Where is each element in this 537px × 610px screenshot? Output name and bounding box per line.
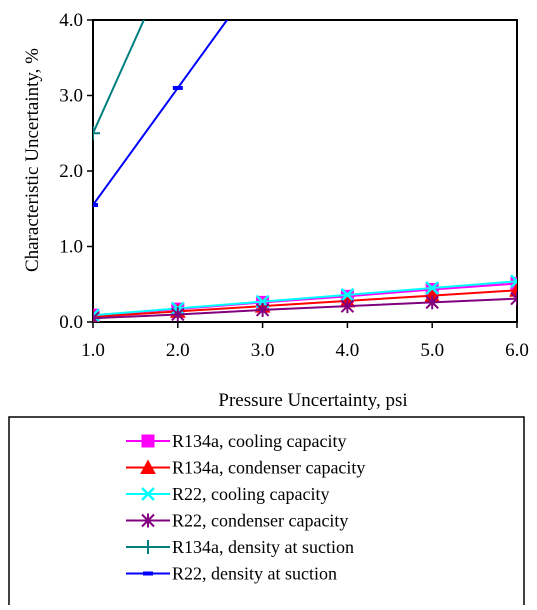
- legend-marker: [141, 540, 155, 554]
- data-point: [340, 287, 355, 302]
- legend-marker: [141, 487, 155, 501]
- legend: R134a, cooling capacity R134a, condenser …: [8, 416, 525, 608]
- y-tick-label: 3.0: [59, 86, 83, 107]
- data-point: [172, 85, 183, 90]
- legend-label: R134a, density at suction: [172, 537, 354, 557]
- legend-marker: [140, 459, 156, 474]
- y-tick-label: 0.0: [59, 312, 83, 333]
- x-tick-label: 2.0: [166, 340, 190, 361]
- x-tick-label: 6.0: [505, 340, 529, 361]
- data-point: [93, 126, 100, 141]
- plot-area-frame: [92, 19, 518, 323]
- y-tick-label: 1.0: [59, 237, 83, 258]
- legend-item: R22, condenser capacity: [126, 511, 348, 531]
- x-axis-title: Pressure Uncertainty, psi: [218, 390, 407, 411]
- legend-label: R22, cooling capacity: [172, 484, 329, 504]
- legend-marker: [141, 434, 155, 448]
- series-line-6: [93, 20, 229, 206]
- data-point: [510, 291, 517, 306]
- legend-label: R22, density at suction: [172, 564, 337, 584]
- legend-item: R134a, cooling capacity: [126, 431, 346, 451]
- plot-layer: 0.0 1.0 2.0 3.0 4.0 1.0 2.0 3.0 4.0 5.0 6.0: [59, 10, 529, 361]
- data-point: [171, 307, 185, 322]
- series-line-4: [93, 297, 517, 320]
- legend-item: R134a, density at suction: [126, 537, 354, 557]
- y-tick-label: 4.0: [59, 10, 83, 31]
- series-layer: [93, 20, 517, 322]
- legend-marker: [143, 571, 153, 576]
- legend-label: R134a, condenser capacity: [172, 458, 365, 478]
- data-point: [510, 274, 517, 289]
- legend-item: R22, cooling capacity: [126, 484, 329, 504]
- legend-frame: [8, 416, 525, 608]
- legend-item: R134a, condenser capacity: [126, 458, 365, 478]
- legend-item: R22, density at suction: [126, 564, 337, 584]
- x-tick-label: 4.0: [336, 340, 360, 361]
- legend-label: R134a, cooling capacity: [172, 431, 346, 451]
- data-point: [93, 202, 98, 207]
- y-axis-title: Characteristic Uncertainty, %: [22, 48, 43, 272]
- data-point: [255, 302, 270, 317]
- legend-label: R22, condenser capacity: [172, 511, 348, 531]
- x-tick-label: 5.0: [420, 340, 444, 361]
- data-point: [93, 311, 100, 322]
- data-point: [340, 299, 355, 314]
- x-tick-label: 1.0: [81, 340, 105, 361]
- y-tick-label: 2.0: [59, 161, 83, 182]
- data-point: [425, 295, 439, 310]
- legend-marker: [141, 513, 155, 528]
- x-tick-label: 3.0: [251, 340, 275, 361]
- series-line-3: [93, 280, 517, 317]
- data-point: [425, 281, 440, 295]
- data-point: [93, 308, 100, 322]
- series-line-2: [93, 289, 517, 318]
